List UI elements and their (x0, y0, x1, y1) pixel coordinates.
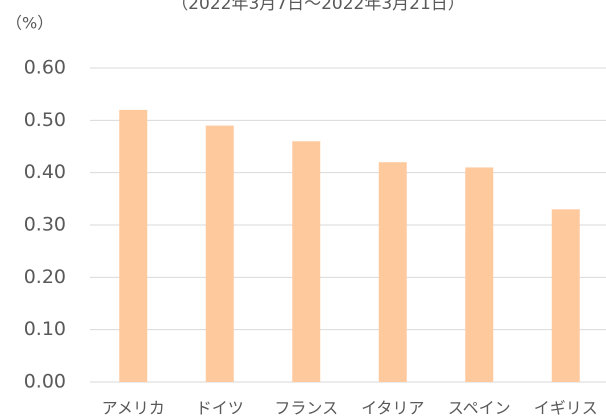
y-tick-label: 0.00 (24, 371, 66, 393)
y-tick-label: 0.50 (24, 109, 66, 131)
y-tick-label: 0.30 (24, 214, 66, 236)
y-tick-label: 0.10 (24, 318, 66, 340)
x-tick-label: アメリカ (102, 399, 165, 416)
bar (205, 125, 234, 383)
bar (378, 162, 407, 382)
bar (292, 141, 321, 382)
bar (551, 209, 580, 382)
y-tick-label: 0.20 (24, 266, 66, 288)
y-tick-label: 0.60 (24, 57, 66, 79)
x-tick-label: フランス (274, 399, 338, 416)
x-tick-label: スペイン (448, 399, 511, 416)
x-tick-label: ドイツ (196, 399, 244, 416)
x-tick-label: イタリア (361, 399, 424, 416)
x-tick-label: イギリス (534, 399, 598, 416)
bar (465, 167, 494, 382)
y-axis-label: （%） (6, 14, 53, 33)
chart-subtitle: （2022年3月7日〜2022年3月21日） (171, 0, 465, 14)
y-tick-label: 0.40 (24, 161, 66, 183)
bar (119, 109, 148, 382)
